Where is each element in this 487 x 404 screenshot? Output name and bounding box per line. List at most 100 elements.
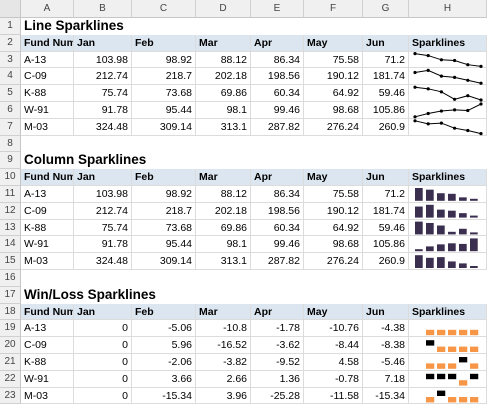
value-cell[interactable]: -9.52 — [251, 354, 304, 371]
value-cell[interactable]: 181.74 — [363, 68, 409, 86]
fund-number-cell[interactable]: K-88 — [21, 354, 74, 371]
value-cell[interactable]: -16.52 — [196, 337, 251, 354]
fund-number-cell[interactable]: A-13 — [21, 320, 74, 338]
value-cell[interactable]: 88.12 — [196, 186, 251, 203]
value-cell[interactable]: 276.24 — [304, 253, 363, 270]
row-header-5[interactable]: 5 — [0, 85, 21, 102]
row-header-14[interactable]: 14 — [0, 236, 21, 254]
value-cell[interactable]: 91.78 — [74, 236, 132, 254]
value-cell[interactable]: 287.82 — [251, 118, 304, 136]
table-header-cell[interactable]: Jun — [363, 169, 409, 186]
value-cell[interactable]: -1.78 — [251, 320, 304, 338]
value-cell[interactable]: 75.74 — [74, 219, 132, 237]
value-cell[interactable]: 98.68 — [304, 236, 363, 254]
table-header-cell[interactable]: Sparklines — [409, 303, 487, 321]
value-cell[interactable]: 3.66 — [132, 370, 196, 388]
row-header-6[interactable]: 6 — [0, 102, 21, 119]
table-header-cell[interactable]: May — [304, 34, 363, 52]
value-cell[interactable]: -8.44 — [304, 337, 363, 354]
value-cell[interactable]: 98.68 — [304, 102, 363, 119]
value-cell[interactable]: 190.12 — [304, 68, 363, 86]
value-cell[interactable]: 0 — [74, 320, 132, 338]
table-header-cell[interactable]: May — [304, 303, 363, 321]
fund-number-cell[interactable]: A-13 — [21, 51, 74, 69]
value-cell[interactable]: 276.24 — [304, 118, 363, 136]
value-cell[interactable]: -4.38 — [363, 320, 409, 338]
table-header-cell[interactable]: Mar — [196, 34, 251, 52]
value-cell[interactable]: 59.46 — [363, 85, 409, 102]
value-cell[interactable]: 218.7 — [132, 68, 196, 86]
value-cell[interactable]: -10.8 — [196, 320, 251, 338]
value-cell[interactable]: 313.1 — [196, 118, 251, 136]
select-all-corner[interactable] — [0, 0, 21, 18]
value-cell[interactable]: 324.48 — [74, 118, 132, 136]
value-cell[interactable]: 1.36 — [251, 370, 304, 388]
row-header-7[interactable]: 7 — [0, 118, 21, 136]
row-header-10[interactable]: 10 — [0, 169, 21, 186]
row-header-4[interactable]: 4 — [0, 68, 21, 86]
fund-number-cell[interactable]: C-09 — [21, 68, 74, 86]
column-header-c[interactable]: C — [132, 0, 196, 18]
value-cell[interactable]: -0.78 — [304, 370, 363, 388]
value-cell[interactable]: 181.74 — [363, 202, 409, 220]
row-header-18[interactable]: 18 — [0, 303, 21, 321]
table-header-cell[interactable]: Feb — [132, 169, 196, 186]
value-cell[interactable]: 5.96 — [132, 337, 196, 354]
table-header-cell[interactable]: Sparklines — [409, 34, 487, 52]
fund-number-cell[interactable]: M-03 — [21, 253, 74, 270]
row-header-12[interactable]: 12 — [0, 202, 21, 220]
value-cell[interactable]: 7.18 — [363, 370, 409, 388]
row-header-17[interactable]: 17 — [0, 286, 21, 304]
value-cell[interactable]: 71.2 — [363, 186, 409, 203]
fund-number-cell[interactable]: C-09 — [21, 202, 74, 220]
value-cell[interactable]: 287.82 — [251, 253, 304, 270]
column-header-f[interactable]: F — [304, 0, 363, 18]
value-cell[interactable]: 71.2 — [363, 51, 409, 69]
row-header-20[interactable]: 20 — [0, 337, 21, 354]
table-header-cell[interactable]: Fund Number — [21, 169, 74, 186]
table-header-cell[interactable]: Jan — [74, 34, 132, 52]
table-header-cell[interactable]: Feb — [132, 303, 196, 321]
value-cell[interactable]: 198.56 — [251, 202, 304, 220]
row-header-9[interactable]: 9 — [0, 152, 21, 170]
value-cell[interactable]: 103.98 — [74, 51, 132, 69]
table-header-cell[interactable]: Apr — [251, 303, 304, 321]
row-header-3[interactable]: 3 — [0, 51, 21, 69]
value-cell[interactable]: -8.38 — [363, 337, 409, 354]
value-cell[interactable]: 0 — [74, 337, 132, 354]
value-cell[interactable]: 99.46 — [251, 236, 304, 254]
value-cell[interactable]: 60.34 — [251, 85, 304, 102]
table-header-cell[interactable]: Apr — [251, 169, 304, 186]
value-cell[interactable]: 95.44 — [132, 102, 196, 119]
value-cell[interactable]: 69.86 — [196, 219, 251, 237]
column-header-b[interactable]: B — [74, 0, 132, 18]
table-header-cell[interactable]: Fund Number — [21, 303, 74, 321]
value-cell[interactable]: 64.92 — [304, 85, 363, 102]
value-cell[interactable]: 98.1 — [196, 102, 251, 119]
fund-number-cell[interactable]: K-88 — [21, 85, 74, 102]
row-header-1[interactable]: 1 — [0, 18, 21, 35]
fund-number-cell[interactable]: C-09 — [21, 337, 74, 354]
value-cell[interactable]: 309.14 — [132, 118, 196, 136]
table-header-cell[interactable]: Mar — [196, 303, 251, 321]
value-cell[interactable]: 91.78 — [74, 102, 132, 119]
value-cell[interactable]: 95.44 — [132, 236, 196, 254]
value-cell[interactable]: 105.86 — [363, 102, 409, 119]
value-cell[interactable]: -5.06 — [132, 320, 196, 338]
value-cell[interactable]: 75.74 — [74, 85, 132, 102]
value-cell[interactable]: 75.58 — [304, 186, 363, 203]
value-cell[interactable]: 198.56 — [251, 68, 304, 86]
table-header-cell[interactable]: May — [304, 169, 363, 186]
value-cell[interactable]: 313.1 — [196, 253, 251, 270]
value-cell[interactable]: 212.74 — [74, 202, 132, 220]
fund-number-cell[interactable]: W-91 — [21, 236, 74, 254]
row-header-22[interactable]: 22 — [0, 370, 21, 388]
row-header-8[interactable]: 8 — [0, 135, 21, 153]
value-cell[interactable]: 98.92 — [132, 51, 196, 69]
value-cell[interactable]: 190.12 — [304, 202, 363, 220]
value-cell[interactable]: 218.7 — [132, 202, 196, 220]
value-cell[interactable]: 69.86 — [196, 85, 251, 102]
value-cell[interactable]: 98.1 — [196, 236, 251, 254]
value-cell[interactable]: 260.9 — [363, 118, 409, 136]
